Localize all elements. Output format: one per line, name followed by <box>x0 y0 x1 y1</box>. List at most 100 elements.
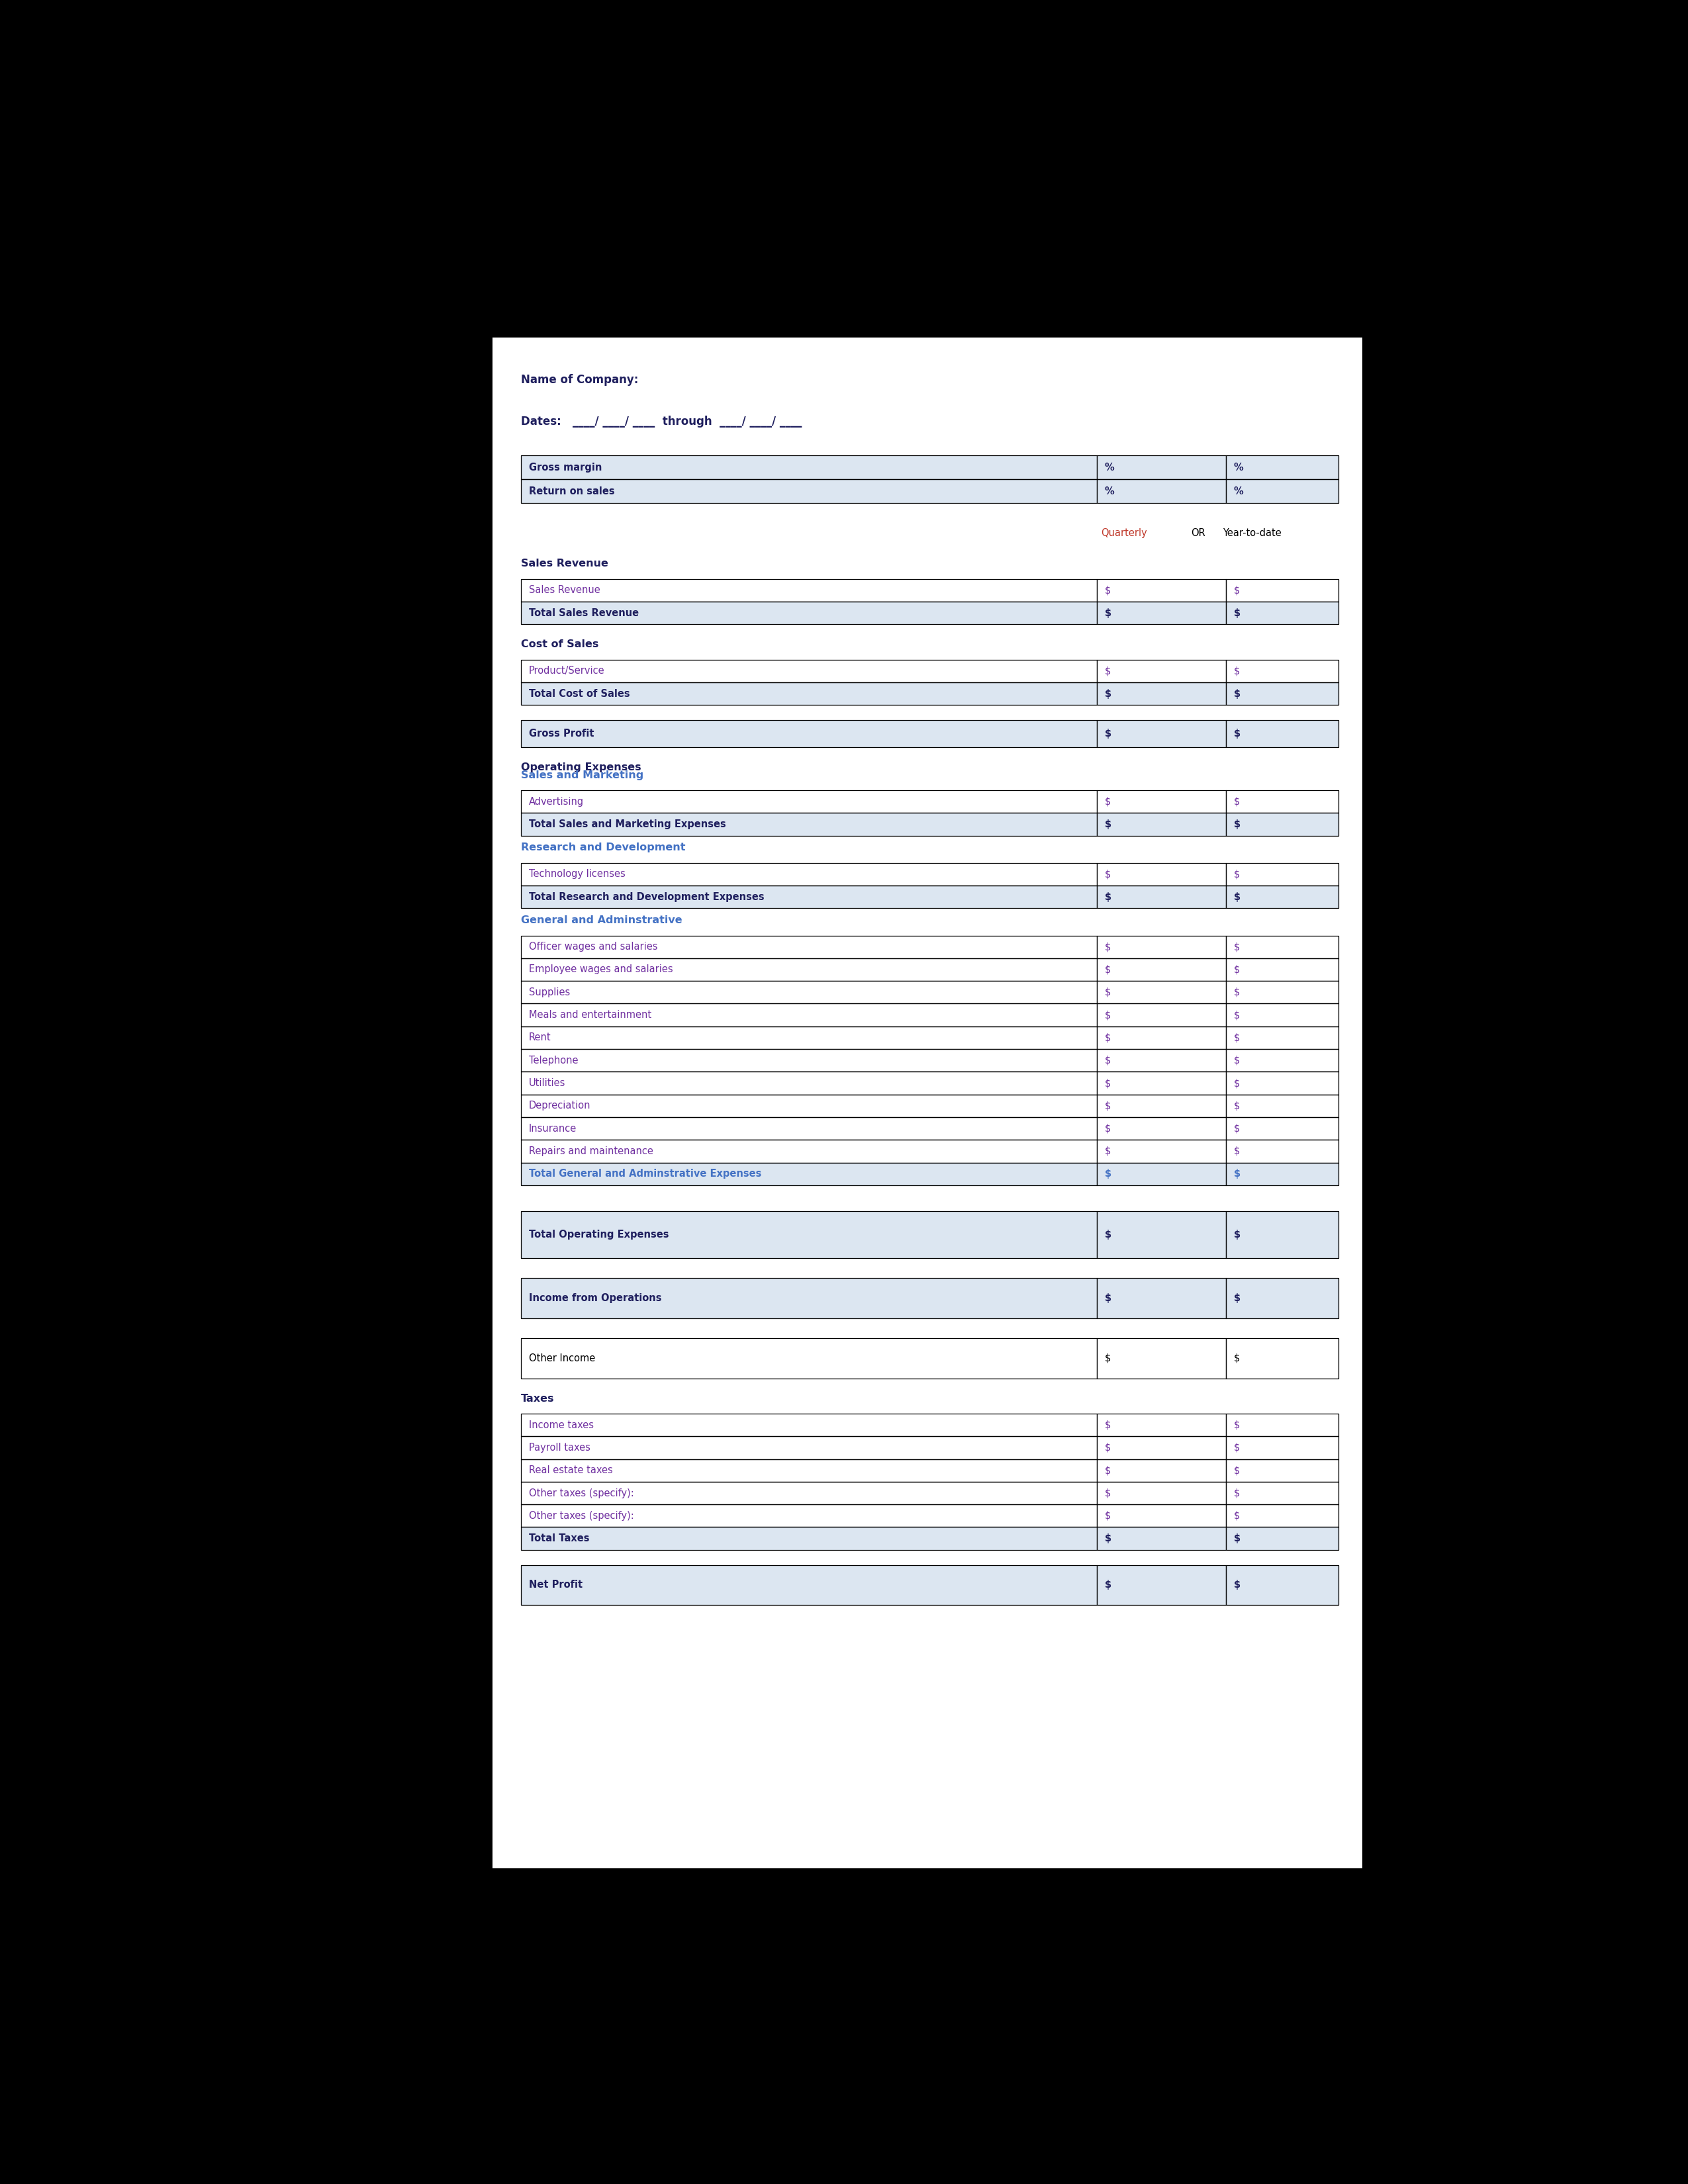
Bar <box>522 601 1097 625</box>
Bar <box>1225 885 1339 909</box>
Bar <box>1097 1005 1225 1026</box>
Bar <box>522 1140 1097 1162</box>
Text: $: $ <box>1234 1293 1241 1304</box>
Text: $: $ <box>1104 1420 1111 1431</box>
Text: Gross margin: Gross margin <box>528 463 603 472</box>
Text: $: $ <box>1234 1465 1239 1476</box>
Text: Cost of Sales: Cost of Sales <box>522 640 599 649</box>
Bar <box>1097 1566 1225 1605</box>
Bar <box>1097 456 1225 478</box>
Text: $: $ <box>1234 987 1239 998</box>
Bar <box>522 791 1097 812</box>
Text: Return on sales: Return on sales <box>528 487 614 496</box>
Text: $: $ <box>1104 1101 1111 1112</box>
Bar <box>1097 1505 1225 1527</box>
Bar <box>1097 1118 1225 1140</box>
Bar <box>1225 935 1339 959</box>
Bar <box>1225 1278 1339 1319</box>
Text: Dates:   ____/ ____/ ____  through  ____/ ____/ ____: Dates: ____/ ____/ ____ through ____/ __… <box>522 415 802 428</box>
Text: Total General and Adminstrative Expenses: Total General and Adminstrative Expenses <box>528 1168 761 1179</box>
Bar <box>522 885 1097 909</box>
Bar <box>1225 1048 1339 1072</box>
Bar <box>1225 456 1339 478</box>
Bar <box>522 1210 1097 1258</box>
Text: $: $ <box>1104 1511 1111 1520</box>
Bar <box>1097 1413 1225 1437</box>
Bar <box>1097 1437 1225 1459</box>
Bar <box>1097 1566 1225 1605</box>
Text: Sales Revenue: Sales Revenue <box>528 585 601 594</box>
Text: $: $ <box>1104 1487 1111 1498</box>
Text: Technology licenses: Technology licenses <box>528 869 625 880</box>
Bar <box>1225 1210 1339 1258</box>
Bar <box>1225 1527 1339 1551</box>
Text: %: % <box>1104 487 1114 496</box>
Text: $: $ <box>1234 1511 1239 1520</box>
Text: $: $ <box>1234 869 1239 880</box>
Bar <box>522 1094 1097 1118</box>
Bar <box>522 1048 1097 1072</box>
Text: $: $ <box>1234 1354 1239 1363</box>
Bar <box>1225 681 1339 705</box>
Bar <box>522 1048 1097 1072</box>
Text: $: $ <box>1234 941 1239 952</box>
Text: Quarterly: Quarterly <box>1101 529 1146 539</box>
Bar <box>1225 660 1339 681</box>
Bar <box>1225 579 1339 601</box>
Bar <box>1097 1026 1225 1048</box>
Bar <box>522 1278 1097 1319</box>
Bar <box>1097 812 1225 836</box>
Text: Sales and Marketing: Sales and Marketing <box>522 771 643 780</box>
Bar <box>522 681 1097 705</box>
Text: General and Adminstrative: General and Adminstrative <box>522 915 682 926</box>
Text: Telephone: Telephone <box>528 1055 579 1066</box>
Bar <box>1097 1162 1225 1186</box>
Text: $: $ <box>1234 1079 1239 1088</box>
Text: $: $ <box>1104 1230 1111 1238</box>
Bar <box>1225 579 1339 601</box>
Bar <box>1225 1210 1339 1258</box>
Bar <box>1097 981 1225 1005</box>
Text: $: $ <box>1234 1579 1241 1590</box>
Bar <box>522 1162 1097 1186</box>
Bar <box>1225 1072 1339 1094</box>
Text: Rent: Rent <box>528 1033 552 1042</box>
Bar <box>1225 1459 1339 1481</box>
Text: Employee wages and salaries: Employee wages and salaries <box>528 965 674 974</box>
Bar <box>1225 981 1339 1005</box>
Bar <box>522 1413 1097 1437</box>
Text: Name of Company:: Name of Company: <box>522 373 638 387</box>
Bar <box>1097 660 1225 681</box>
Bar <box>1097 1339 1225 1378</box>
Text: $: $ <box>1234 1168 1241 1179</box>
Text: $: $ <box>1234 1055 1239 1066</box>
Bar <box>1225 1339 1339 1378</box>
Text: $: $ <box>1104 585 1111 594</box>
Text: Advertising: Advertising <box>528 797 584 806</box>
Bar <box>1097 1278 1225 1319</box>
Bar <box>1097 1072 1225 1094</box>
Bar <box>522 1459 1097 1481</box>
Text: $: $ <box>1104 1293 1111 1304</box>
Bar <box>1225 1413 1339 1437</box>
Bar <box>1225 1481 1339 1505</box>
Text: Gross Profit: Gross Profit <box>528 729 594 738</box>
Bar <box>522 1527 1097 1551</box>
Text: $: $ <box>1104 891 1111 902</box>
Bar <box>1225 1339 1339 1378</box>
Text: $: $ <box>1104 1465 1111 1476</box>
Bar <box>1097 1026 1225 1048</box>
Bar <box>1225 1005 1339 1026</box>
Text: $: $ <box>1104 729 1111 738</box>
Text: $: $ <box>1104 1147 1111 1155</box>
Bar <box>1225 1026 1339 1048</box>
Text: $: $ <box>1104 1055 1111 1066</box>
Bar <box>1225 1094 1339 1118</box>
Bar <box>1225 935 1339 959</box>
Bar <box>1225 721 1339 747</box>
Bar <box>1097 456 1225 478</box>
Bar <box>1225 660 1339 681</box>
Bar <box>1225 478 1339 502</box>
Bar <box>1225 1566 1339 1605</box>
Bar <box>1225 1505 1339 1527</box>
